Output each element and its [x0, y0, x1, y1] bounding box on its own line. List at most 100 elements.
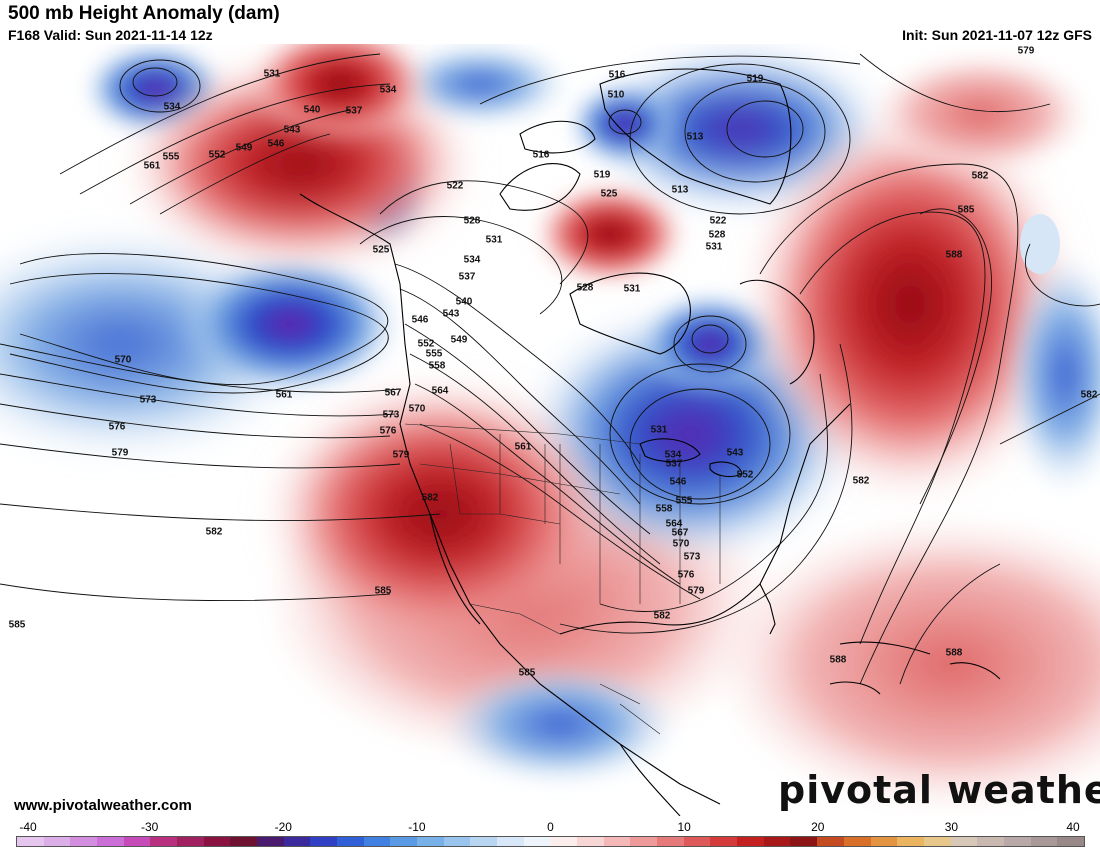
colorbar-segment [177, 837, 204, 846]
contour-label: 579 [393, 450, 410, 461]
colorbar-segment [843, 837, 871, 846]
colorbar-segment [710, 837, 738, 846]
contour-label: 561 [144, 161, 161, 172]
contour-label: 510 [608, 90, 625, 101]
contour-label: 546 [412, 315, 429, 326]
contour-label: 564 [432, 386, 449, 397]
colorbar-segment [470, 837, 498, 846]
colorbar-tick-label: 20 [811, 820, 825, 834]
contour-label: 585 [375, 586, 392, 597]
contour-label: 549 [451, 335, 468, 346]
colorbar-segment [897, 837, 924, 846]
colorbar-segment [683, 837, 711, 846]
contour-label: 558 [429, 361, 446, 372]
contour-label: 531 [651, 425, 668, 436]
contour-label: 534 [464, 255, 481, 266]
colorbar-segment [257, 837, 284, 846]
contour-label: 558 [656, 504, 673, 515]
colorbar-segment [817, 837, 844, 846]
colorbar-segment [1057, 837, 1084, 846]
contour-label: 528 [464, 216, 481, 227]
contour-label: 570 [409, 404, 426, 415]
colorbar-segment [123, 837, 151, 846]
colorbar-segment [577, 837, 604, 846]
colorbar-tick-label: 10 [677, 820, 691, 834]
contour-label: 531 [264, 69, 281, 80]
colorbar-segment [603, 837, 631, 846]
contour-label: 561 [515, 442, 532, 453]
contour-label: 555 [163, 152, 180, 163]
political-borders [404, 423, 721, 735]
contour-label: 573 [140, 395, 157, 406]
contour-label: 561 [276, 390, 293, 401]
contour-label: 555 [426, 349, 443, 360]
contour-label: 525 [373, 245, 390, 256]
contour-label: 513 [672, 185, 689, 196]
colorbar-segment [977, 837, 1004, 846]
contour-label: 537 [666, 459, 683, 470]
contour-label: 543 [727, 448, 744, 459]
colorbar-tick-label: 30 [944, 820, 959, 834]
colorbar-segment [150, 837, 178, 846]
contour-label: 585 [958, 205, 975, 216]
contour-label: 534 [665, 450, 682, 461]
contour-label: 588 [946, 250, 963, 261]
colorbar-segment [550, 837, 578, 846]
contour-label: 588 [946, 648, 963, 659]
contour-label: 567 [672, 528, 689, 539]
contour-label: 552 [737, 470, 754, 481]
contour-label: 519 [594, 170, 611, 181]
colorbar-segment [17, 837, 44, 846]
colorbar-segment [43, 837, 71, 846]
colorbar-segment [497, 837, 524, 846]
contour-label: 582 [422, 493, 439, 504]
colorbar-segment [283, 837, 311, 846]
colorbar-segment [97, 837, 124, 846]
map-header: 500 mb Height Anomaly (dam) F168 Valid: … [0, 0, 1100, 44]
contour-label: 555 [676, 496, 693, 507]
pivotal-weather-logo: pivotal weather [778, 768, 1100, 812]
contour-label: 579 [112, 448, 129, 459]
contour-label: 570 [673, 539, 690, 550]
colorbar-segment [203, 837, 231, 846]
colorbar-segment [417, 837, 444, 846]
contour-label: 516 [533, 150, 550, 161]
colorbar-ticks: -40 -30 -20 -10 0 10 20 30 40 [16, 820, 1085, 834]
contour-label: 543 [443, 309, 460, 320]
colorbar-segment [310, 837, 338, 846]
colorbar-segment [737, 837, 764, 846]
colorbar-segment [657, 837, 684, 846]
contour-label: 582 [1081, 390, 1098, 401]
contour-label: 531 [624, 284, 641, 295]
contour-label: 525 [601, 189, 618, 200]
contour-label: 570 [115, 355, 132, 366]
contour-label: 519 [747, 74, 764, 85]
colorbar-segment [923, 837, 951, 846]
contour-label: 516 [609, 70, 626, 81]
contour-label: 522 [447, 181, 464, 192]
contour-label: 585 [9, 620, 26, 631]
contour-label: 585 [519, 668, 536, 679]
colorbar-segment [630, 837, 658, 846]
colorbar-segment [70, 837, 98, 846]
colorbar-segment [230, 837, 258, 846]
colorbar-segment [390, 837, 418, 846]
website-url: www.pivotalweather.com [14, 797, 192, 814]
colorbar-tick-label: -30 [140, 820, 159, 834]
contour-label: 573 [383, 410, 400, 421]
colorbar-tick-label: -40 [19, 820, 37, 834]
init-time: Init: Sun 2021-11-07 12z GFS [902, 27, 1092, 43]
contour-label: 543 [284, 125, 301, 136]
colorbar-tick-label: -10 [408, 820, 426, 834]
colorbar-segment [337, 837, 364, 846]
contour-label: 576 [380, 426, 397, 437]
contour-label: 546 [268, 139, 285, 150]
contour-label: 576 [678, 570, 695, 581]
contour-label: 528 [709, 230, 726, 241]
contour-label: 531 [486, 235, 503, 246]
valid-time: F168 Valid: Sun 2021-11-14 12z [8, 27, 213, 43]
contour-label: 534 [164, 102, 181, 113]
contour-label: 537 [459, 272, 476, 283]
colorbar-segment [363, 837, 391, 846]
